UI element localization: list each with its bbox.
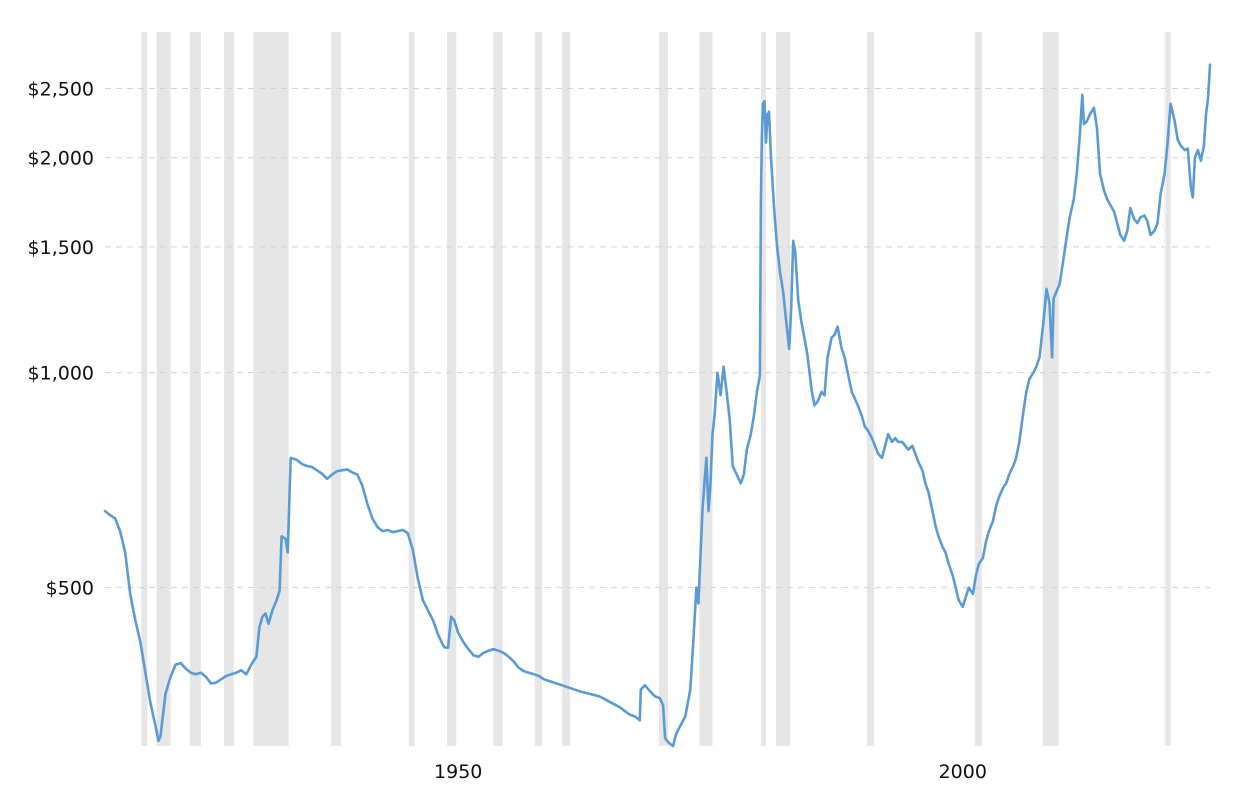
price-series xyxy=(103,63,1212,748)
recession-band xyxy=(776,32,791,746)
recession-band xyxy=(562,32,571,746)
recession-band xyxy=(408,32,415,746)
recession-band xyxy=(141,32,148,746)
recession-band xyxy=(699,32,713,746)
recession-band xyxy=(189,32,201,746)
recession-band xyxy=(974,32,982,746)
recession-band xyxy=(760,32,766,746)
x-tick-label: 1950 xyxy=(434,761,482,783)
recession-band xyxy=(331,32,342,746)
recession-band xyxy=(224,32,235,746)
x-axis-ticks: 1950 2000 xyxy=(434,761,987,783)
y-tick-label: $1,500 xyxy=(28,237,94,259)
y-tick-label: $500 xyxy=(46,578,94,600)
y-tick-label: $2,000 xyxy=(28,148,94,170)
recession-band xyxy=(866,32,874,746)
recession-band xyxy=(534,32,542,746)
y-tick-label: $1,000 xyxy=(28,363,94,385)
y-axis-ticks: $500 $1,000 $1,500 $2,000 $2,500 xyxy=(28,79,94,600)
recession-band xyxy=(447,32,457,746)
x-tick-label: 2000 xyxy=(939,761,987,783)
recession-band xyxy=(1165,32,1171,746)
recession-band xyxy=(156,32,171,746)
recession-band xyxy=(659,32,669,746)
recession-bands xyxy=(141,32,1171,746)
y-tick-label: $2,500 xyxy=(28,79,94,101)
recession-band xyxy=(1042,32,1059,746)
recession-band xyxy=(493,32,503,746)
horizontal-gridlines xyxy=(105,88,1210,589)
series-line xyxy=(103,63,1212,748)
